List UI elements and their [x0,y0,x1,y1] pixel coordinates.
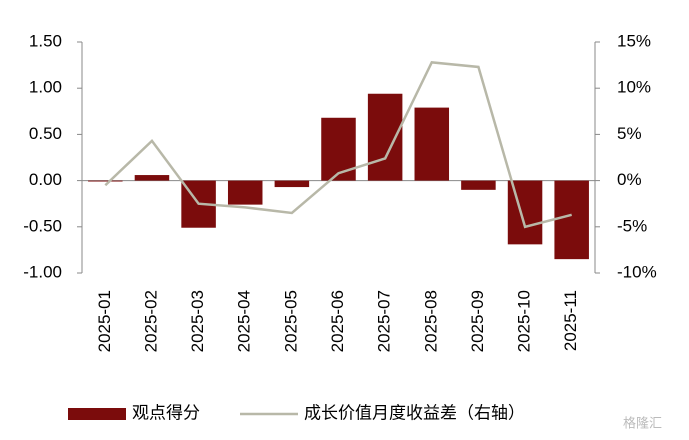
legend-label: 成长价值月度收益差（右轴） [304,403,525,422]
y2-tick-label: -10% [617,262,657,281]
y-tick-label: -1.00 [23,262,62,281]
bar [274,180,310,188]
bar [414,107,450,181]
x-tick-label: 2025-05 [281,290,300,352]
y2-tick-label: 10% [617,78,651,97]
y2-tick-label: 15% [617,31,651,50]
y-tick-label: -0.50 [23,216,62,235]
y-tick-label: 0.50 [29,124,62,143]
y2-tick-label: 0% [617,170,642,189]
x-tick-label: 2025-03 [188,290,207,352]
y-tick-label: 1.50 [29,31,62,50]
line [104,60,572,229]
legend-swatch [68,408,126,420]
watermark: 格隆汇 [623,415,662,430]
bar [507,180,543,245]
x-tick-label: 2025-09 [468,290,487,352]
x-tick-label: 2025-04 [235,290,254,352]
bar [461,180,496,190]
bar [227,180,263,205]
y2-tick-label: 5% [617,124,642,143]
x-tick-label: 2025-01 [95,290,114,352]
x-tick-label: 2025-07 [375,290,394,352]
y-tick-label: 1.00 [29,78,62,97]
x-tick-label: 2025-11 [561,290,580,351]
bar [134,175,170,181]
bar [554,180,589,260]
x-tick-label: 2025-02 [141,290,160,352]
y-tick-label: 0.00 [29,170,62,189]
y2-tick-label: -5% [617,216,647,235]
x-tick-label: 2025-06 [328,290,347,352]
bar [88,180,123,182]
bar [321,117,356,181]
bar [367,93,403,181]
x-tick-label: 2025-08 [421,290,440,352]
x-tick-label: 2025-10 [515,290,534,352]
legend-label: 观点得分 [132,403,200,422]
